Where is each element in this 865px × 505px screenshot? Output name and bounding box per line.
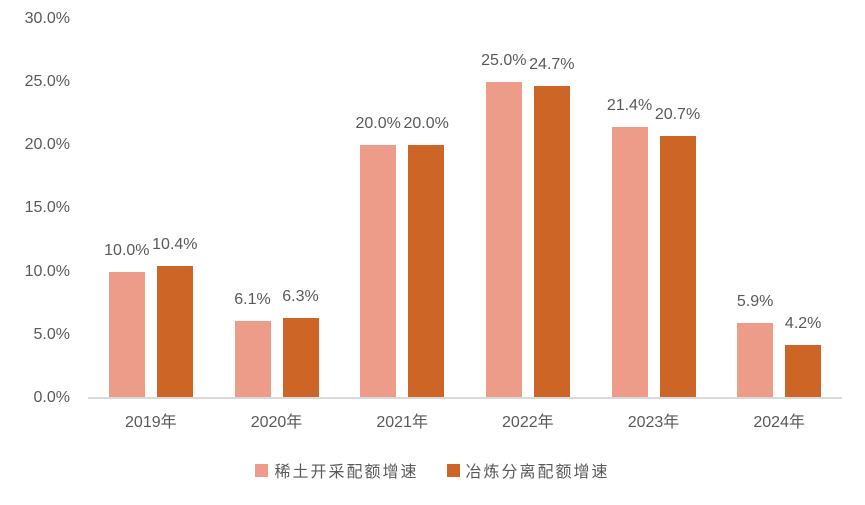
bar-series1-2021年 xyxy=(360,145,397,398)
bar-data-label: 24.7% xyxy=(529,55,575,73)
bar-series2-2021年 xyxy=(408,145,445,398)
x-axis-line xyxy=(88,397,842,399)
bar-data-label: 20.0% xyxy=(355,115,401,132)
x-axis-label: 2020年 xyxy=(250,414,303,431)
legend-swatch-icon xyxy=(255,463,269,477)
bar-series2-2023年 xyxy=(659,136,696,398)
bar-data-label: 5.9% xyxy=(736,293,774,311)
y-tick-label: 0.0% xyxy=(33,389,70,406)
bar-series2-2022年 xyxy=(533,85,570,398)
x-axis-label: 2024年 xyxy=(753,414,805,431)
x-axis-label: 2021年 xyxy=(376,414,428,431)
bar-series2-2024年 xyxy=(785,344,822,398)
legend-item: 冶炼分离配额增速 xyxy=(446,458,610,482)
bar-series2-2020年 xyxy=(282,318,319,398)
y-tick-label: 30.0% xyxy=(24,9,70,27)
bar-series1-2019年 xyxy=(108,271,145,398)
y-tick-label: 5.0% xyxy=(33,325,70,343)
bar-series2-2019年 xyxy=(156,266,193,398)
bar-series1-2023年 xyxy=(611,127,648,398)
legend-item: 稀土开采配额增速 xyxy=(255,458,418,482)
y-tick-label: 10.0% xyxy=(24,262,70,280)
y-tick-label: 15.0% xyxy=(24,199,70,217)
y-tick-label: 20.0% xyxy=(24,136,70,153)
bar-data-label: 20.7% xyxy=(654,106,701,124)
legend-label: 冶炼分离配额增速 xyxy=(465,464,610,481)
bar-data-label: 10.0% xyxy=(104,241,150,259)
x-axis-label: 2022年 xyxy=(502,414,554,431)
bar-data-label: 6.3% xyxy=(282,288,319,306)
legend-swatch-icon xyxy=(446,463,460,477)
legend-label: 稀土开采配额增速 xyxy=(274,464,419,481)
bar-data-label: 20.0% xyxy=(403,115,449,132)
y-tick-label: 25.0% xyxy=(24,72,70,90)
bar-data-label: 4.2% xyxy=(784,314,822,332)
bar-data-label: 6.1% xyxy=(234,290,271,308)
bar-series1-2024年 xyxy=(737,323,774,398)
bar-data-label: 21.4% xyxy=(606,97,653,115)
x-axis-label: 2019年 xyxy=(125,414,177,431)
bar-data-label: 10.4% xyxy=(152,236,198,254)
chart-legend: 稀土开采配额增速 冶炼分离配额增速 xyxy=(0,458,865,482)
bar-series1-2020年 xyxy=(234,320,271,398)
bar-series1-2022年 xyxy=(485,81,522,398)
bar-data-label: 25.0% xyxy=(481,51,527,69)
x-axis-label: 2023年 xyxy=(627,414,680,431)
